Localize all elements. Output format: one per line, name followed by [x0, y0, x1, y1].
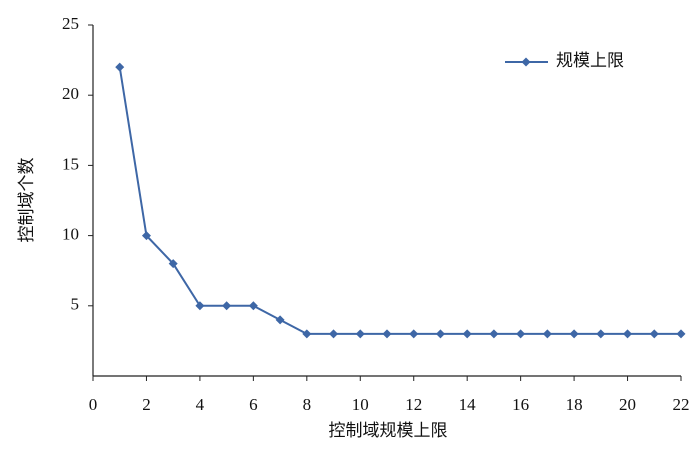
x-tick-label: 6: [249, 395, 258, 414]
point: [141, 231, 151, 241]
point: [329, 329, 339, 339]
point: [516, 329, 526, 339]
point: [222, 301, 232, 311]
point: [462, 329, 472, 339]
point: [542, 329, 552, 339]
legend-marker: [521, 57, 531, 67]
x-tick-label: 20: [619, 395, 636, 414]
x-tick-label: 16: [512, 395, 529, 414]
point: [596, 329, 606, 339]
x-tick-label: 10: [352, 395, 369, 414]
point: [195, 301, 205, 311]
point: [569, 329, 579, 339]
x-tick-label: 12: [405, 395, 422, 414]
x-tick-label: 22: [673, 395, 690, 414]
x-tick-label: 4: [196, 395, 205, 414]
point: [248, 301, 258, 311]
point: [168, 259, 178, 269]
y-tick-label: 15: [62, 154, 79, 173]
point: [302, 329, 312, 339]
x-tick-label: 8: [303, 395, 312, 414]
y-axis-label: 控制域个数: [17, 158, 36, 243]
point: [649, 329, 659, 339]
y-tick-label: 25: [62, 14, 79, 33]
series-line: [118, 66, 681, 335]
point: [435, 329, 445, 339]
y-tick-label: 10: [62, 225, 79, 244]
point: [275, 315, 285, 325]
x-axis-label: 控制域规模上限: [329, 421, 448, 440]
x-tick-label: 2: [142, 395, 151, 414]
point: [676, 329, 686, 339]
point: [115, 62, 125, 72]
point: [355, 329, 365, 339]
y-tick-label: 5: [71, 295, 80, 314]
y-tick-label: 20: [62, 84, 79, 103]
point: [382, 329, 392, 339]
point: [489, 329, 499, 339]
legend-label: 规模上限: [556, 51, 624, 70]
x-tick-label: 0: [89, 395, 98, 414]
x-tick-label: 14: [459, 395, 477, 414]
point: [409, 329, 419, 339]
x-tick-label: 18: [566, 395, 583, 414]
point: [623, 329, 633, 339]
